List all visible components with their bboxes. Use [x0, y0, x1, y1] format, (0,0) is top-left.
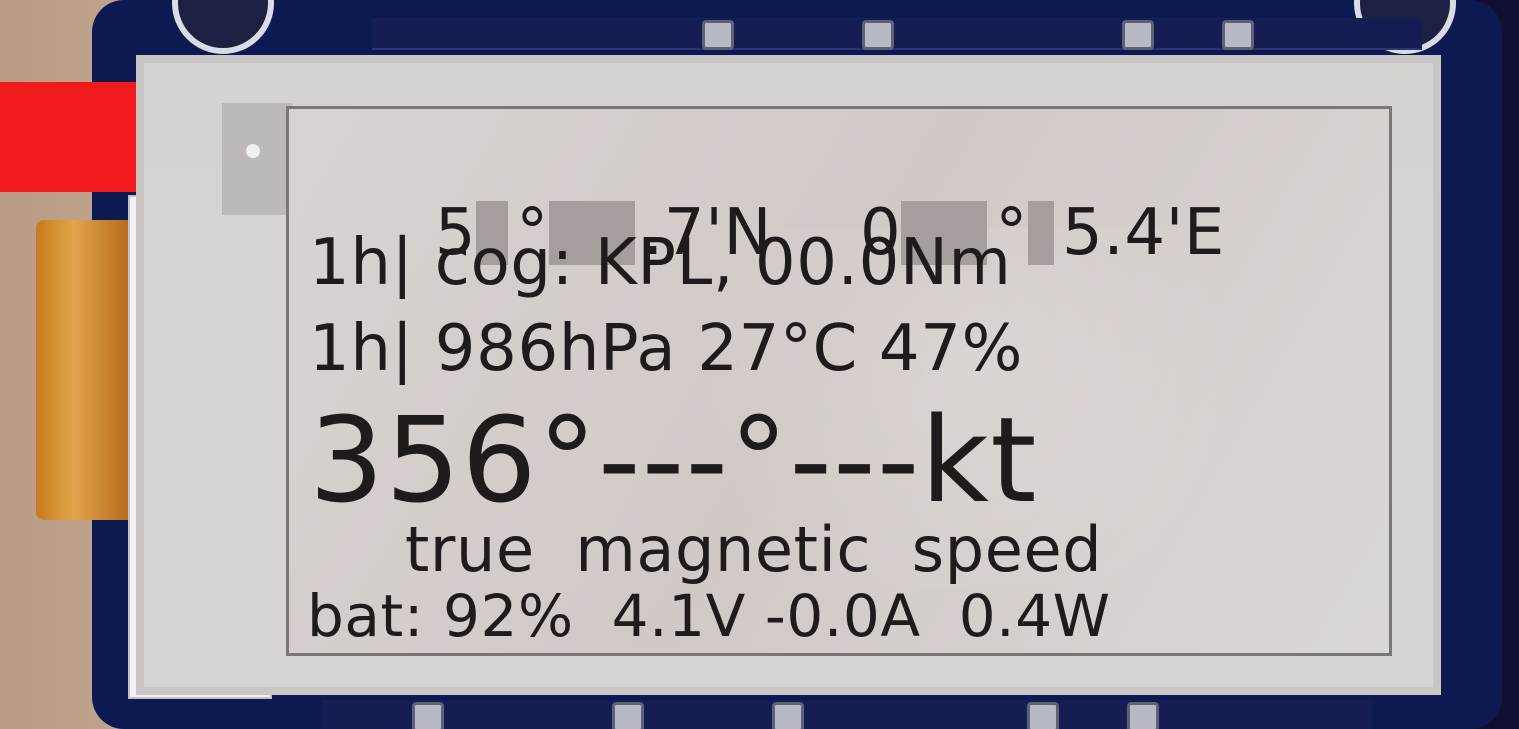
header-pin: [412, 702, 444, 729]
header-pin: [612, 702, 644, 729]
heading-line: 356°---°---kt: [309, 391, 1038, 529]
header-pin: [1222, 20, 1254, 50]
censored-block: [548, 201, 635, 265]
panel-marker-dot: [246, 144, 260, 158]
longitude-prefix: 0: [860, 196, 902, 270]
latitude-suffix: .7'N: [642, 196, 772, 270]
top-header-strip: [372, 18, 1422, 50]
header-pin: [772, 702, 804, 729]
e-paper-screen: 5 ° .7'N 0 ° 5.4'E 1h| cog: KPL, 00.0Nm 1h| 9…: [286, 106, 1392, 656]
mount-hole-left: [172, 0, 274, 54]
coordinates-line: 5 ° .7'N 0 ° 5.4'E: [309, 137, 1225, 329]
course-line: 1h| cog: KPL, 00.0Nm: [309, 226, 1012, 300]
header-pin: [1027, 702, 1059, 729]
header-pin: [702, 20, 734, 50]
censored-block: [1028, 201, 1054, 265]
latitude-prefix: 5: [434, 196, 477, 270]
header-pin: [862, 20, 894, 50]
censored-block: [901, 201, 988, 265]
header-pin: [1122, 20, 1154, 50]
header-pin: [1127, 702, 1159, 729]
longitude-suffix: 5.4'E: [1062, 196, 1226, 270]
censored-block: [476, 201, 509, 265]
weather-line: 1h| 986hPa 27°C 47%: [309, 312, 1024, 386]
heading-labels-line: true magnetic speed: [405, 513, 1103, 586]
bottom-header-strip: [322, 700, 1372, 729]
degree-symbol: °: [995, 196, 1028, 270]
flex-cable: [36, 220, 144, 520]
degree-symbol: °: [516, 196, 549, 270]
battery-line: bat: 92% 4.1V -0.0A 0.4W: [307, 582, 1111, 650]
panel-corner: [222, 103, 292, 215]
